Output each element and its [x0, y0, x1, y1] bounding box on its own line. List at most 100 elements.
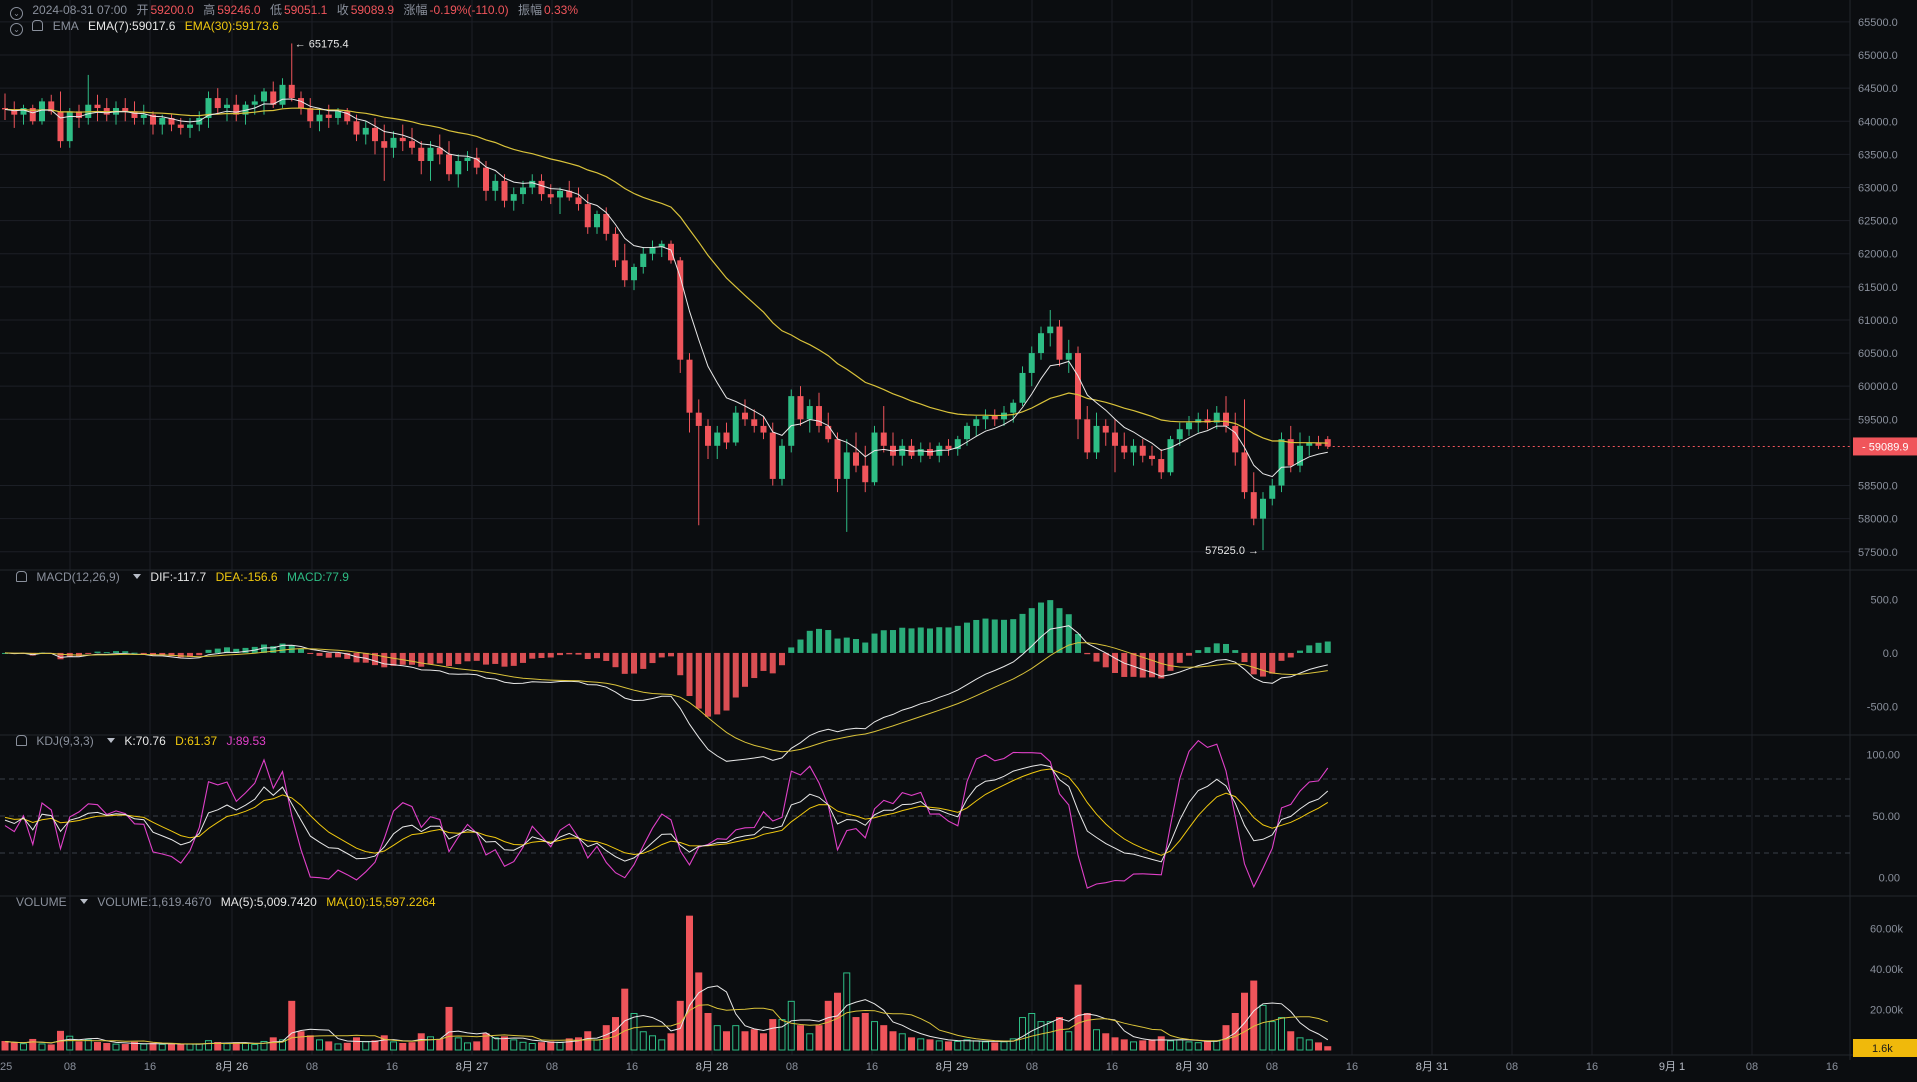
volume-indicator-label[interactable]: VOLUME [16, 895, 67, 909]
macd-dif-value: DIF:-117.7 [150, 570, 207, 584]
candle-body [436, 147, 443, 155]
bell-icon[interactable] [16, 735, 27, 746]
candle-body [1176, 429, 1183, 440]
volume-bar [260, 1040, 268, 1051]
candle-body [520, 187, 526, 195]
volume-bar [538, 1042, 545, 1051]
volume-bar [408, 1042, 416, 1051]
volume-bar [20, 1043, 27, 1051]
volume-bar [482, 1033, 490, 1051]
candle-body [279, 84, 286, 105]
candle-body [1260, 498, 1266, 519]
time-axis-label: 08 [786, 1061, 798, 1073]
candle-body [399, 137, 406, 142]
collapse-toggle-icon[interactable]: ⌄ [10, 23, 23, 36]
macd-histogram-bar [769, 652, 776, 674]
candle-body [806, 406, 813, 420]
macd-histogram-bar [816, 628, 822, 653]
price-axis-label: 62000.0 [1858, 249, 1898, 261]
candle-body [751, 419, 758, 426]
macd-histogram-bar [954, 625, 961, 653]
volume-bar [519, 1041, 527, 1051]
candle-body [695, 412, 702, 426]
macd-histogram-bar [224, 647, 230, 653]
volume-bar [565, 1038, 573, 1051]
volume-bar [667, 1033, 675, 1051]
macd-histogram-bar [492, 652, 499, 664]
macd-histogram-bar [270, 646, 277, 653]
volume-bar [177, 1044, 185, 1051]
candle-body [1213, 412, 1220, 423]
candle-body [1241, 452, 1248, 493]
volume-bar [649, 1035, 656, 1051]
candle-body [1158, 459, 1165, 473]
candle-body [298, 98, 304, 109]
candle-body [1047, 326, 1054, 334]
chevron-down-icon[interactable] [107, 738, 116, 743]
time-axis-label: 08 [306, 1061, 318, 1073]
volume-axis-label: 40.00k [1870, 964, 1904, 976]
chevron-down-icon[interactable] [133, 574, 142, 579]
price-axis-label: 61000.0 [1858, 315, 1898, 327]
volume-bar [1120, 1039, 1128, 1051]
ema-indicator-label[interactable]: EMA [52, 19, 79, 33]
kdj-indicator-label[interactable]: KDJ(9,3,3) [36, 734, 94, 748]
time-axis-label: 16 [1826, 1061, 1838, 1073]
volume-bar [1019, 1017, 1026, 1051]
macd-histogram-bar [1186, 652, 1192, 656]
time-axis-label: 8月 27 [456, 1061, 488, 1073]
candle-body [353, 121, 360, 135]
candle-body [325, 114, 332, 118]
volume-bar [1028, 1013, 1036, 1051]
bell-icon[interactable] [32, 20, 44, 31]
macd-histogram-bar [982, 618, 989, 653]
volume-bar [131, 1041, 138, 1051]
macd-histogram-bar [649, 652, 656, 664]
macd-histogram-bar [1056, 608, 1063, 653]
macd-histogram-bar [945, 627, 952, 653]
time-axis-label: 08 [1746, 1061, 1758, 1073]
candle-body [1121, 445, 1128, 453]
kdj-axis-label: 0.00 [1879, 873, 1900, 885]
macd-axis-label: 500.0 [1870, 594, 1898, 606]
candle-body [501, 180, 508, 201]
macd-histogram-bar [1001, 619, 1007, 653]
volume-bar [760, 1033, 767, 1051]
macd-histogram-bar [261, 644, 267, 653]
candle-body [1112, 432, 1118, 446]
time-axis-label: 16 [1586, 1061, 1598, 1073]
volume-bar [732, 1025, 740, 1051]
volume-bar [908, 1037, 915, 1051]
macd-histogram-bar [880, 630, 887, 653]
candle-body [187, 124, 193, 128]
candle-body [732, 412, 739, 443]
macd-indicator-label[interactable]: MACD(12,26,9) [36, 570, 120, 584]
macd-histogram-bar [483, 652, 489, 665]
amplitude-value: 0.33% [543, 3, 578, 17]
volume-bar [38, 1043, 46, 1051]
candle-body [862, 465, 869, 483]
candle-body [1130, 445, 1137, 453]
volume-bar [325, 1041, 333, 1051]
volume-bar [575, 1037, 582, 1051]
candle-body [899, 445, 906, 456]
macd-dea-line [4, 642, 1328, 753]
macd-histogram-bar [242, 647, 249, 653]
bell-icon[interactable] [16, 571, 27, 582]
volume-bar [1324, 1046, 1332, 1051]
candle-body [205, 98, 212, 118]
current-price-tag-bg [1853, 437, 1917, 456]
volume-bar [454, 1037, 462, 1051]
macd-histogram-bar [1306, 645, 1313, 653]
macd-histogram-bar [1112, 652, 1118, 673]
macd-histogram-bar [621, 652, 628, 674]
collapse-toggle-icon[interactable]: ⌄ [10, 7, 23, 20]
candle-body [159, 117, 166, 125]
macd-histogram-bar [825, 630, 832, 653]
macd-histogram-bar [547, 652, 554, 658]
chevron-down-icon[interactable] [80, 899, 89, 904]
volume-bar [1241, 992, 1248, 1051]
candle-body [335, 111, 341, 118]
